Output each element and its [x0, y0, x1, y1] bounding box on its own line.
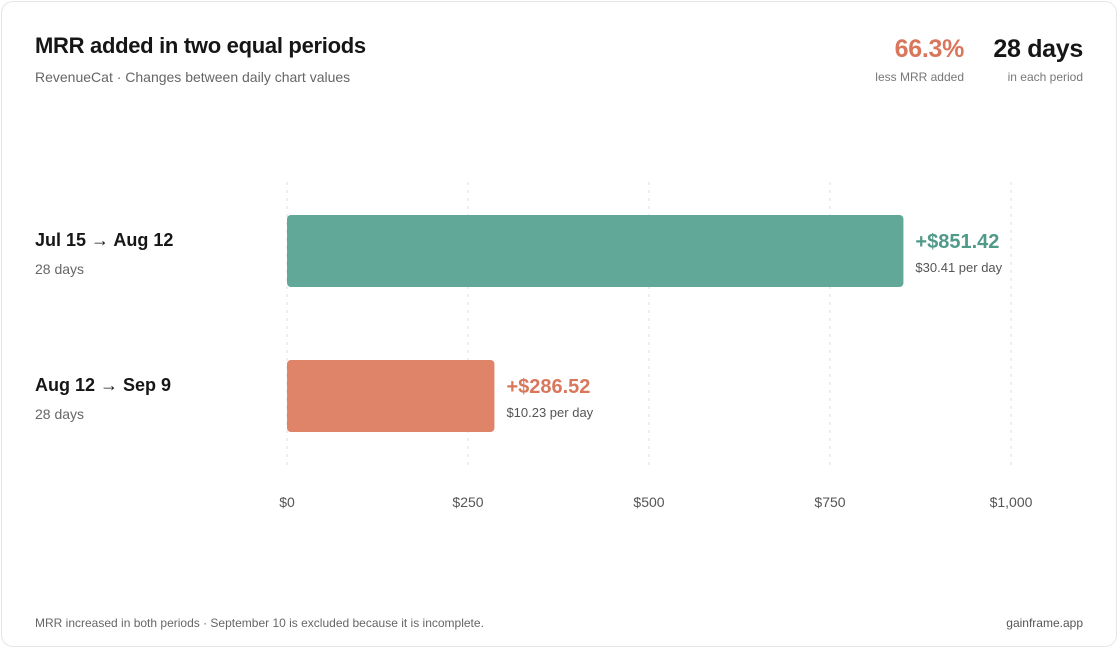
footer-brand: gainframe.app [1006, 616, 1083, 630]
period-label-1: Jul 15 → Aug 12 28 days [35, 230, 173, 277]
period-1-days: 28 days [35, 261, 85, 277]
x-tick-label: $750 [814, 494, 845, 510]
footer-note: MRR increased in both periods · Septembe… [35, 616, 484, 630]
bar [287, 360, 495, 432]
stat-period-length: 28 days in each period [993, 34, 1083, 84]
chart-subtitle: RevenueCat · Changes between daily chart… [35, 69, 351, 85]
x-tick-label: $0 [279, 494, 295, 510]
period-2-days: 28 days [35, 406, 85, 422]
period-label-2: Aug 12 → Sep 9 28 days [35, 375, 171, 422]
period-1-range: Jul 15 → Aug 12 [35, 230, 174, 250]
bar-per-day-label: $10.23 per day [506, 405, 593, 420]
bar-per-day-label: $30.41 per day [915, 260, 1002, 275]
stat-less-mrr-value: 66.3% [894, 35, 965, 63]
x-tick-label: $500 [633, 494, 664, 510]
chart-title: MRR added in two equal periods [35, 33, 366, 58]
period-2-range: Aug 12 → Sep 9 [35, 375, 172, 395]
stat-less-mrr: 66.3% less MRR added [875, 34, 964, 84]
bar-value-label: +$851.42 [915, 231, 999, 253]
stat-period-length-value: 28 days [993, 35, 1083, 63]
stat-less-mrr-label: less MRR added [875, 70, 964, 84]
bar-value-label: +$286.52 [506, 376, 590, 398]
x-tick-label: $1,000 [990, 494, 1033, 510]
stat-period-length-label: in each period [1007, 70, 1083, 84]
x-tick-label: $250 [452, 494, 483, 510]
bar [287, 215, 904, 287]
